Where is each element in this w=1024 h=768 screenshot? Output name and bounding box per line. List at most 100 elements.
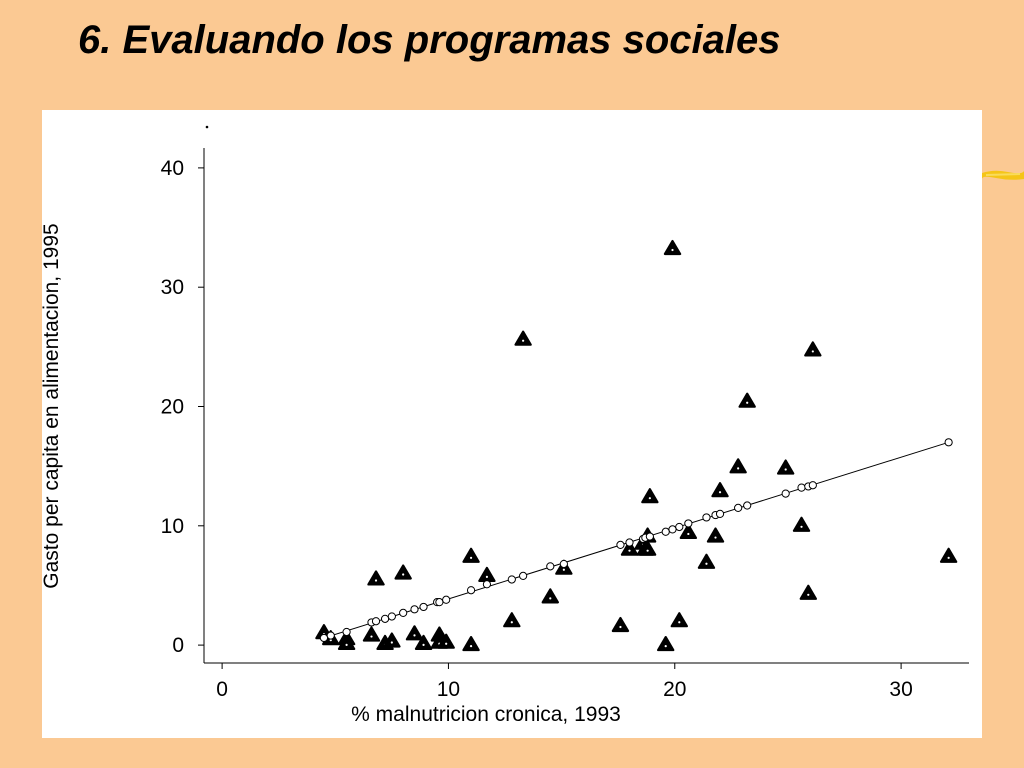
triangle-point	[679, 523, 698, 540]
circle-point	[342, 627, 351, 637]
circle-point	[387, 612, 396, 621]
circle-point	[797, 483, 806, 492]
plot-panel: 0 10 20 30 0 10 20 30 40 % malnutricion cronica,…	[42, 110, 982, 738]
triangle-dot	[678, 621, 681, 624]
triangle-dot	[510, 621, 513, 624]
triangle-shape	[514, 330, 532, 346]
triangle-point	[729, 458, 747, 474]
circle-point	[625, 538, 634, 547]
slide-title: 6. Evaluando los programas sociales	[78, 18, 781, 62]
triangle-dot	[445, 642, 448, 645]
triangle-point	[657, 636, 675, 652]
triangle-shape	[541, 588, 559, 604]
triangle-shape	[729, 458, 747, 474]
triangle-shape	[670, 612, 688, 628]
triangle-point	[638, 540, 657, 556]
y-tick-label: 10	[161, 515, 184, 538]
circle-point	[734, 503, 743, 513]
triangle-point	[738, 392, 756, 408]
triangle-dot	[800, 525, 803, 528]
triangle-point	[711, 482, 729, 498]
triangle-dot	[714, 536, 717, 539]
triangle-shape	[657, 636, 675, 652]
triangle-dot	[374, 579, 378, 582]
triangle-dot	[784, 468, 787, 471]
circle-point	[684, 519, 693, 528]
triangle-dot	[485, 575, 489, 579]
triangle-point	[478, 566, 496, 582]
circle-point	[419, 602, 428, 612]
circle-point	[715, 509, 725, 518]
triangle-dot	[390, 641, 393, 644]
triangle-shape	[776, 459, 795, 475]
triangle-point	[394, 564, 412, 580]
triangle-point	[337, 634, 356, 650]
triangle-point	[367, 570, 385, 586]
triangle-shape	[367, 570, 385, 586]
circle-point	[319, 633, 329, 643]
triangle-shape	[503, 612, 521, 628]
triangle-point	[641, 488, 659, 504]
triangle-shape	[394, 564, 412, 580]
triangle-shape	[641, 488, 659, 504]
triangle-dot	[746, 401, 749, 404]
triangle-point	[437, 633, 455, 649]
triangle-dot	[402, 573, 405, 576]
triangle-shape	[405, 625, 424, 641]
triangle-point	[462, 636, 480, 652]
triangle-point	[939, 547, 958, 563]
triangle-point	[514, 330, 532, 346]
triangle-shape	[792, 516, 811, 532]
circle-point	[668, 525, 677, 534]
triangle-shape	[362, 626, 381, 642]
triangle-point	[383, 632, 401, 648]
triangle-dot	[807, 593, 810, 596]
triangle-shape	[679, 523, 698, 540]
triangle-shape	[711, 482, 729, 498]
triangle-dot	[628, 549, 631, 552]
circle-point	[546, 562, 555, 571]
circle-point	[661, 527, 670, 536]
y-tick-label: 40	[161, 157, 184, 180]
triangle-dot	[619, 625, 622, 629]
triangle-point	[503, 612, 521, 628]
triangle-shape	[462, 547, 480, 563]
triangle-dot	[562, 568, 565, 571]
ticks: 0 10 20 30 0 10 20 30 40	[161, 157, 913, 701]
circle-point	[507, 575, 516, 584]
circle-point	[645, 532, 654, 541]
triangle-shape	[478, 566, 496, 582]
y-axis-label: Gasto per capita en alimentacion, 1995	[42, 223, 63, 588]
triangle-shape	[611, 616, 630, 633]
marks	[315, 239, 958, 652]
triangle-dot	[522, 339, 525, 342]
circle-point	[410, 605, 419, 614]
triangle-point	[776, 459, 795, 475]
triangle-shape	[620, 540, 639, 556]
triangle-point	[804, 341, 822, 357]
triangle-shape	[462, 636, 480, 652]
circle-point	[808, 481, 817, 490]
triangle-point	[414, 634, 433, 650]
fit-line	[323, 441, 949, 639]
circle-point	[781, 489, 790, 498]
triangle-point	[362, 626, 381, 642]
triangle-dot	[947, 556, 950, 559]
triangle-point	[706, 527, 725, 543]
triangle-point	[670, 612, 688, 628]
triangle-point	[541, 588, 559, 604]
triangle-point	[792, 516, 811, 532]
triangle-dot	[718, 491, 722, 494]
triangle-shape	[337, 634, 356, 650]
x-axis-label: % malnutricion cronica, 1993	[351, 703, 621, 726]
triangle-dot	[469, 556, 473, 559]
triangle-shape	[799, 584, 818, 600]
x-tick-label: 0	[216, 678, 228, 701]
triangle-dot	[648, 497, 651, 500]
triangle-shape	[663, 239, 682, 256]
triangle-point	[611, 616, 630, 633]
y-tick-label: 20	[161, 396, 184, 419]
triangle-shape	[738, 392, 756, 408]
triangle-shape	[804, 341, 822, 357]
triangle-shape	[706, 527, 725, 543]
